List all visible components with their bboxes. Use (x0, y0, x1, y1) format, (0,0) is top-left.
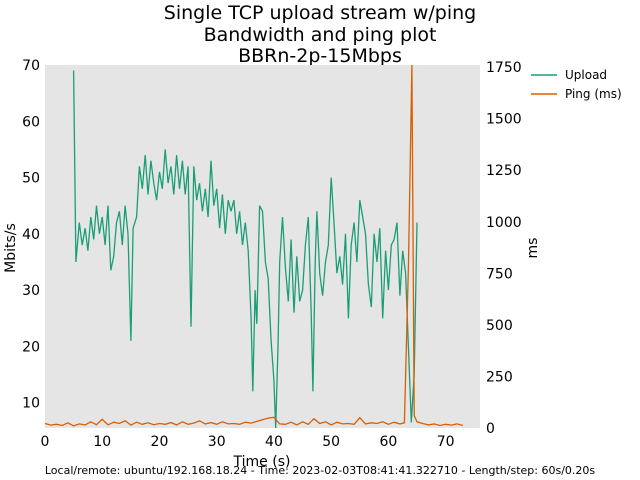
x-tick-label: 60 (380, 434, 398, 450)
series-layer (44, 64, 463, 429)
y-right-tick-label: 1250 (486, 163, 522, 179)
y-left-tick-label: 70 (22, 58, 40, 74)
chart-subtitle: Bandwidth and ping plot (204, 24, 437, 46)
y-left-tick-label: 30 (22, 283, 40, 299)
ticks-layer: 0 10 20 30 40 50 60 70 10 20 30 40 50 60 70 0 250 500 750 1… (22, 58, 521, 450)
y-right-tick-label: 250 (486, 369, 513, 385)
x-tick-label: 0 (41, 434, 50, 450)
y-left-tick-label: 20 (22, 339, 40, 355)
legend-label-upload: Upload (565, 68, 607, 82)
series-line-ping (44, 64, 463, 427)
x-tick-label: 70 (437, 434, 455, 450)
y-right-tick-label: 1750 (486, 60, 522, 76)
x-tick-label: 20 (151, 434, 169, 450)
chart-subtitle-config: BBRn-2p-15Mbps (238, 45, 402, 67)
y-right-tick-label: 1500 (486, 112, 522, 128)
plot-area (45, 65, 480, 428)
y-left-tick-label: 60 (22, 114, 40, 130)
y-right-tick-label: 1000 (486, 215, 522, 231)
chart-title: Single TCP upload stream w/ping (164, 2, 476, 24)
y-left-tick-label: 40 (22, 227, 40, 243)
x-tick-label: 30 (208, 434, 226, 450)
y-right-tick-label: 0 (486, 421, 495, 437)
legend-label-ping: Ping (ms) (565, 87, 622, 101)
y-axis-right-label: ms (525, 238, 541, 259)
y-left-tick-label: 50 (22, 171, 40, 187)
x-tick-label: 50 (322, 434, 340, 450)
x-axis-label: Time (s) (233, 454, 291, 470)
x-tick-label: 40 (265, 434, 283, 450)
y-right-tick-label: 750 (486, 266, 513, 282)
x-tick-label: 10 (93, 434, 111, 450)
footer-info: Local/remote: ubuntu/192.168.18.24 - Tim… (45, 464, 596, 477)
y-right-tick-label: 500 (486, 318, 513, 334)
legend: Upload Ping (ms) (531, 68, 622, 101)
y-left-tick-label: 10 (22, 396, 40, 412)
y-axis-left-label: Mbits/s (3, 223, 19, 273)
series-line-upload (72, 70, 418, 429)
